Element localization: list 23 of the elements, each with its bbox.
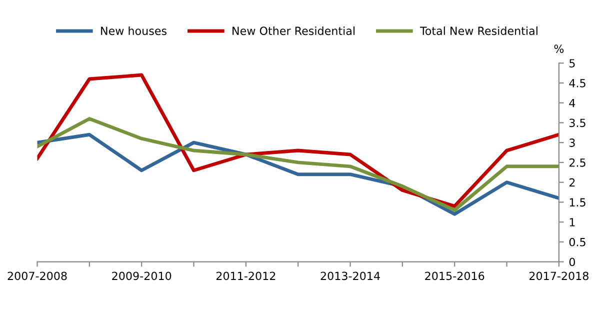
x-tick-label: 2011-2012 (216, 272, 276, 280)
x-tick-label: 2015-2016 (425, 272, 484, 280)
y-axis-title: % (554, 44, 564, 54)
y-tick-label: 1 (570, 218, 575, 226)
line-series (37, 73, 559, 208)
legend-label: Total New Residential (420, 26, 538, 36)
y-tick-label: 5 (570, 59, 575, 68)
y-tick-label: 2 (569, 178, 575, 187)
y-tick-label: 4.5 (569, 79, 586, 88)
y-tick-label: 0 (569, 258, 575, 266)
y-tick-label: 0.5 (569, 238, 586, 246)
x-tick-label: 2007-2008 (8, 272, 67, 280)
legend-label: New houses (101, 26, 166, 36)
x-tick-label: 2017-2018 (529, 272, 588, 280)
x-tick-label: 2009-2010 (112, 272, 172, 280)
x-tick-label: 2013-2014 (320, 272, 380, 280)
legend-label: New Other Residential (232, 26, 354, 36)
y-tick-label: 2.5 (569, 158, 586, 167)
y-tick-label: 1.5 (570, 198, 586, 207)
y-tick-label: 4 (569, 98, 576, 108)
y-tick-label: 3.5 (570, 118, 586, 128)
line-series (37, 117, 559, 212)
y-tick-label: 3 (570, 138, 575, 147)
